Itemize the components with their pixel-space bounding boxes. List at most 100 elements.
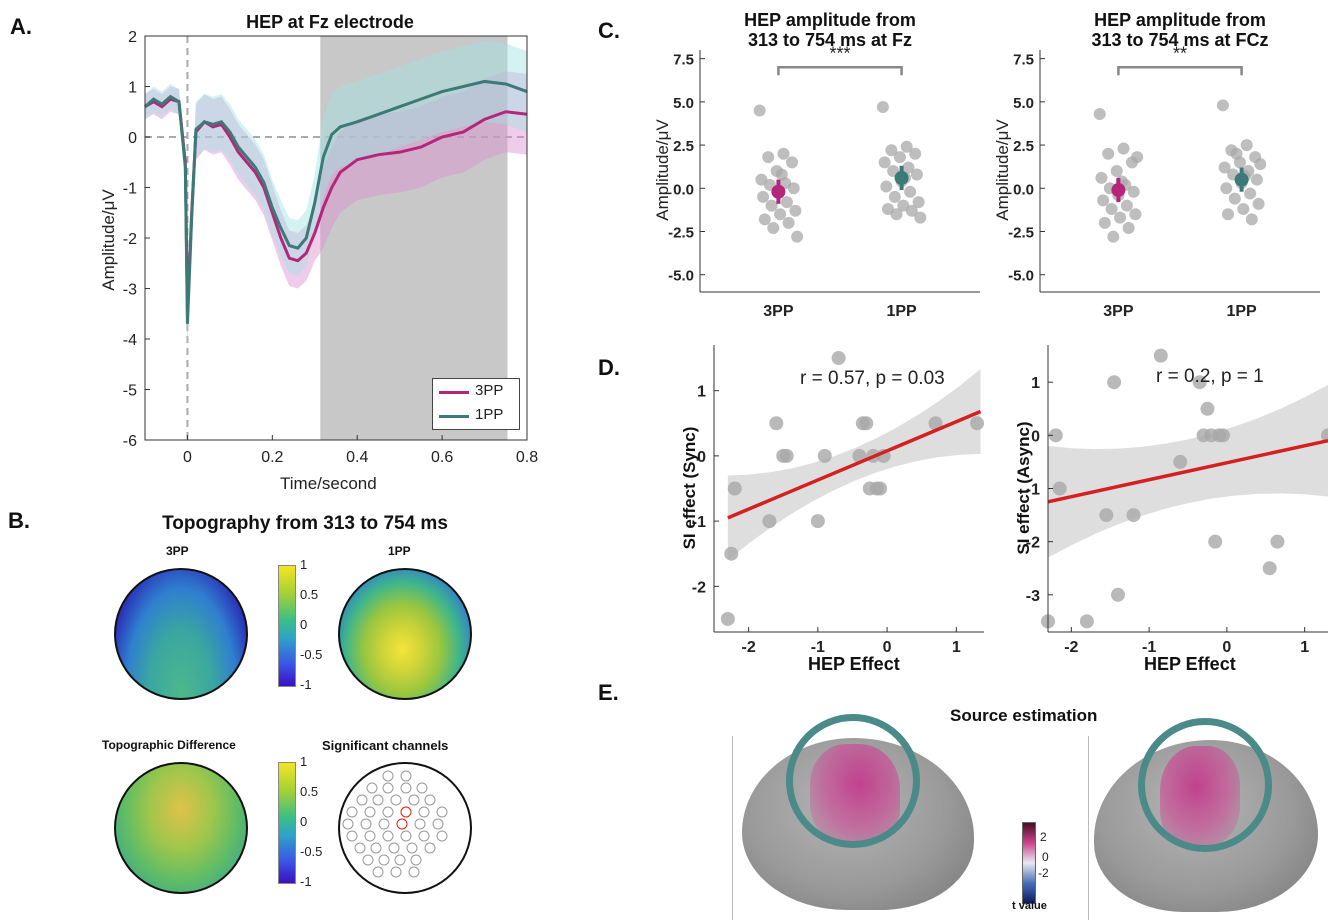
- data-point: [1216, 428, 1230, 443]
- data-point: [779, 448, 794, 463]
- data-point: [1244, 187, 1257, 200]
- data-point: [769, 416, 784, 431]
- channel: [382, 770, 394, 782]
- y-tick-label: -2.5: [1008, 225, 1034, 242]
- panel-letter-d: D.: [598, 355, 620, 380]
- y-tick-label: 0: [1031, 428, 1040, 445]
- colorbar-tick-label: -1: [300, 677, 312, 692]
- channel: [408, 794, 420, 806]
- topo-colorbar-top: [278, 565, 296, 687]
- data-point: [1153, 348, 1168, 363]
- data-point: [720, 611, 735, 626]
- data-point: [1173, 454, 1188, 469]
- data-point: [1107, 230, 1120, 243]
- panel-c-title-fcz: HEP amplitude from 313 to 754 ms at FCz: [1050, 10, 1310, 50]
- colorbar-tick-label: 0: [300, 617, 308, 632]
- data-point: [1220, 182, 1233, 195]
- data-point: [928, 416, 943, 431]
- topo-label-3pp: 3PP: [166, 544, 189, 558]
- x-category-label: 1PP: [886, 303, 917, 320]
- mean-marker: [1234, 172, 1249, 187]
- x-tick-label: 0.8: [516, 449, 538, 466]
- data-point: [1114, 211, 1127, 224]
- x-tick-label: 0.2: [261, 449, 283, 466]
- data-point: [885, 144, 898, 157]
- panel-c-fz-scatter: -5.0 -2.5 0.0 2.5 5.0 7.5 3PP 1PP ***: [668, 43, 980, 320]
- colorbar-tick-label: -0.5: [300, 647, 323, 662]
- panel-d-xlabel-async: HEP Effect: [1144, 654, 1236, 674]
- channel: [432, 818, 444, 830]
- y-tick-label: -4: [123, 332, 137, 349]
- channel: [388, 842, 400, 854]
- significance-stars: **: [1173, 43, 1187, 63]
- channel: [364, 830, 376, 842]
- data-point: [1252, 197, 1265, 210]
- y-tick-label: -2: [123, 231, 137, 248]
- significance-bracket: [1117, 66, 1243, 76]
- source-colorbar-label: t value: [1012, 900, 1047, 912]
- y-tick-label: -2: [692, 579, 706, 596]
- panel-letter-c: C.: [598, 18, 620, 43]
- panel-b-title: Topography from 313 to 754 ms: [162, 513, 448, 534]
- data-point: [727, 481, 742, 496]
- data-point: [1107, 375, 1122, 390]
- y-tick-label: -2.5: [668, 225, 694, 242]
- panel-a-title: HEP at Fz electrode: [246, 12, 414, 32]
- ci-band-3pp: [145, 71, 527, 342]
- y-tick-label: 0.0: [673, 181, 694, 198]
- panel-letter-a: A.: [10, 14, 32, 39]
- colorbar-tick-label: 0.5: [300, 587, 319, 602]
- significance-stars: ***: [829, 43, 850, 63]
- channel: [400, 770, 412, 782]
- analysis-window-shade: [320, 36, 508, 440]
- colorbar-tick-label: 0.5: [300, 784, 319, 799]
- data-point: [1097, 194, 1110, 207]
- data-point: [905, 204, 918, 217]
- channel: [342, 818, 354, 830]
- panel-c-title-fz: HEP amplitude from 313 to 754 ms at Fz: [700, 10, 960, 50]
- channel: [364, 806, 376, 818]
- x-tick-label: -2: [1064, 639, 1078, 656]
- channel: [406, 842, 418, 854]
- panel-d-sync-scatter: -2 -1 0 1 -2 -1 0 1: [692, 345, 985, 656]
- channel: [416, 782, 428, 794]
- panel-a-line-chart: 0 0.2 0.4 0.6 0.8 -6 -5 -4 -3 -2 -1 0 1 2: [123, 29, 538, 466]
- channel: [346, 806, 358, 818]
- panel-letter-b: B.: [8, 508, 30, 533]
- panel-c-title-fz-line1: HEP amplitude from: [744, 10, 916, 30]
- panel-d-ylabel-async: SI effect (Async): [1014, 421, 1033, 555]
- panel-c-title-fcz-line2: 313 to 754 ms at FCz: [1091, 30, 1269, 50]
- significant-channel: [396, 818, 408, 830]
- colorbar-tick-label: 1: [300, 754, 308, 769]
- significant-channels-map: [338, 762, 472, 894]
- data-point: [1098, 216, 1111, 229]
- channel: [372, 866, 384, 878]
- data-point: [1222, 208, 1234, 221]
- legend-swatch-1pp: [439, 415, 469, 418]
- colorbar-tick-label: -1: [300, 874, 312, 889]
- panel-e-divider-right: [1088, 736, 1089, 920]
- data-point: [817, 448, 832, 463]
- y-tick-label: 2.5: [673, 138, 694, 155]
- channel: [370, 842, 382, 854]
- data-point: [762, 514, 777, 529]
- channel: [366, 782, 378, 794]
- data-point: [1321, 428, 1328, 443]
- y-tick-label: -1: [123, 181, 137, 198]
- data-point: [1120, 199, 1133, 212]
- channel: [356, 794, 368, 806]
- y-tick-label: 5.0: [1013, 95, 1034, 112]
- y-tick-label: 1: [697, 384, 706, 401]
- channel: [400, 782, 412, 794]
- channel: [414, 818, 426, 830]
- data-point: [753, 104, 766, 117]
- data-point: [777, 147, 790, 160]
- data-point: [1117, 142, 1130, 155]
- data-point: [1111, 587, 1125, 602]
- y-tick-label: 2: [128, 29, 137, 46]
- data-point: [1218, 161, 1231, 174]
- data-point: [904, 185, 917, 198]
- significant-channel: [400, 806, 412, 818]
- channel: [382, 830, 394, 842]
- data-point: [880, 180, 893, 193]
